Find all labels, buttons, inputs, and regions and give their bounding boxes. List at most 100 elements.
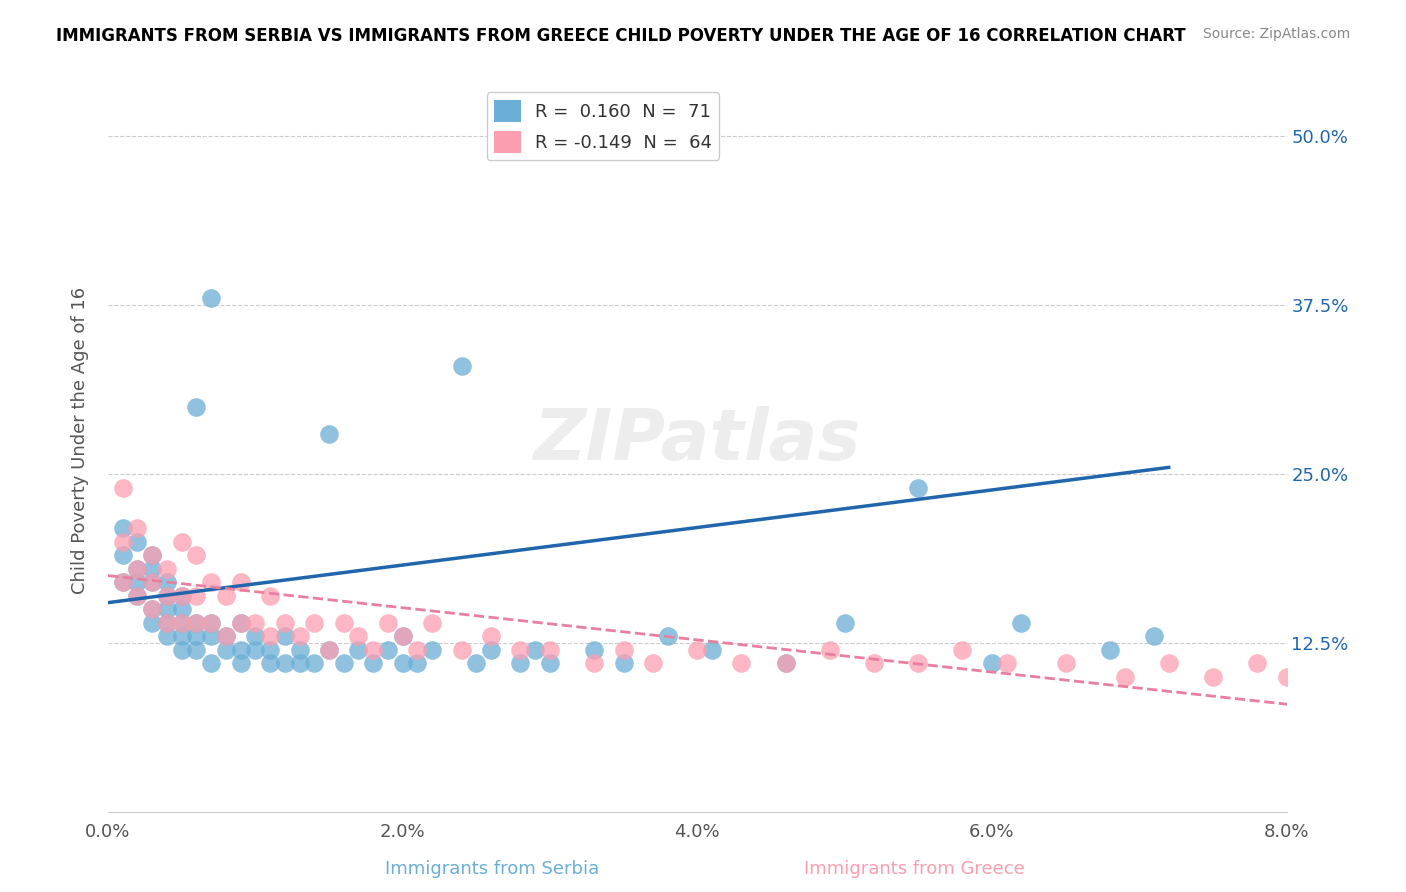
Point — [156, 589, 179, 603]
Point — [229, 575, 252, 590]
Point — [995, 657, 1018, 671]
Point — [318, 643, 340, 657]
Point — [775, 657, 797, 671]
Text: ZIPatlas: ZIPatlas — [534, 406, 860, 475]
Point — [200, 657, 222, 671]
Point — [259, 643, 281, 657]
Point — [613, 657, 636, 671]
Point — [186, 615, 208, 630]
Point — [156, 575, 179, 590]
Point — [538, 643, 561, 657]
Point — [127, 589, 149, 603]
Point — [952, 643, 974, 657]
Point — [170, 629, 193, 643]
Point — [245, 643, 267, 657]
Point — [907, 657, 929, 671]
Point — [186, 629, 208, 643]
Point — [111, 534, 134, 549]
Point — [288, 629, 311, 643]
Point — [332, 657, 354, 671]
Point — [583, 643, 606, 657]
Text: IMMIGRANTS FROM SERBIA VS IMMIGRANTS FROM GREECE CHILD POVERTY UNDER THE AGE OF : IMMIGRANTS FROM SERBIA VS IMMIGRANTS FRO… — [56, 27, 1185, 45]
Point — [907, 481, 929, 495]
Point — [229, 615, 252, 630]
Point — [1364, 670, 1386, 684]
Point — [274, 657, 297, 671]
Point — [186, 549, 208, 563]
Point — [274, 629, 297, 643]
Point — [186, 400, 208, 414]
Point — [1098, 643, 1121, 657]
Point — [141, 575, 163, 590]
Point — [450, 359, 472, 373]
Point — [288, 657, 311, 671]
Point — [450, 643, 472, 657]
Point — [141, 615, 163, 630]
Point — [1157, 657, 1180, 671]
Point — [141, 602, 163, 616]
Point — [377, 643, 399, 657]
Point — [730, 657, 752, 671]
Point — [347, 643, 370, 657]
Point — [229, 643, 252, 657]
Point — [170, 589, 193, 603]
Point — [259, 629, 281, 643]
Point — [391, 629, 413, 643]
Point — [170, 615, 193, 630]
Point — [1305, 670, 1327, 684]
Point — [538, 657, 561, 671]
Point — [1010, 615, 1032, 630]
Point — [377, 615, 399, 630]
Point — [420, 643, 443, 657]
Point — [141, 549, 163, 563]
Point — [127, 521, 149, 535]
Point — [170, 589, 193, 603]
Point — [318, 426, 340, 441]
Point — [479, 629, 502, 643]
Point — [229, 657, 252, 671]
Legend: R =  0.160  N =  71, R = -0.149  N =  64: R = 0.160 N = 71, R = -0.149 N = 64 — [486, 93, 720, 160]
Point — [200, 629, 222, 643]
Point — [1054, 657, 1077, 671]
Point — [391, 629, 413, 643]
Point — [156, 562, 179, 576]
Point — [818, 643, 841, 657]
Point — [229, 615, 252, 630]
Point — [700, 643, 723, 657]
Point — [127, 589, 149, 603]
Point — [304, 657, 326, 671]
Point — [509, 643, 531, 657]
Point — [111, 549, 134, 563]
Point — [127, 575, 149, 590]
Point — [1334, 683, 1357, 698]
Point — [406, 643, 429, 657]
Point — [479, 643, 502, 657]
Point — [643, 657, 665, 671]
Point — [686, 643, 709, 657]
Point — [215, 629, 238, 643]
Point — [1143, 629, 1166, 643]
Point — [156, 615, 179, 630]
Point — [111, 575, 134, 590]
Point — [465, 657, 488, 671]
Point — [259, 589, 281, 603]
Point — [361, 643, 384, 657]
Point — [288, 643, 311, 657]
Point — [420, 615, 443, 630]
Point — [200, 615, 222, 630]
Point — [170, 643, 193, 657]
Point — [200, 575, 222, 590]
Point — [127, 562, 149, 576]
Text: Source: ZipAtlas.com: Source: ZipAtlas.com — [1202, 27, 1350, 41]
Point — [170, 534, 193, 549]
Point — [347, 629, 370, 643]
Point — [111, 481, 134, 495]
Point — [156, 629, 179, 643]
Point — [863, 657, 886, 671]
Point — [186, 643, 208, 657]
Point — [245, 615, 267, 630]
Point — [524, 643, 547, 657]
Point — [141, 575, 163, 590]
Point — [391, 657, 413, 671]
Point — [274, 615, 297, 630]
